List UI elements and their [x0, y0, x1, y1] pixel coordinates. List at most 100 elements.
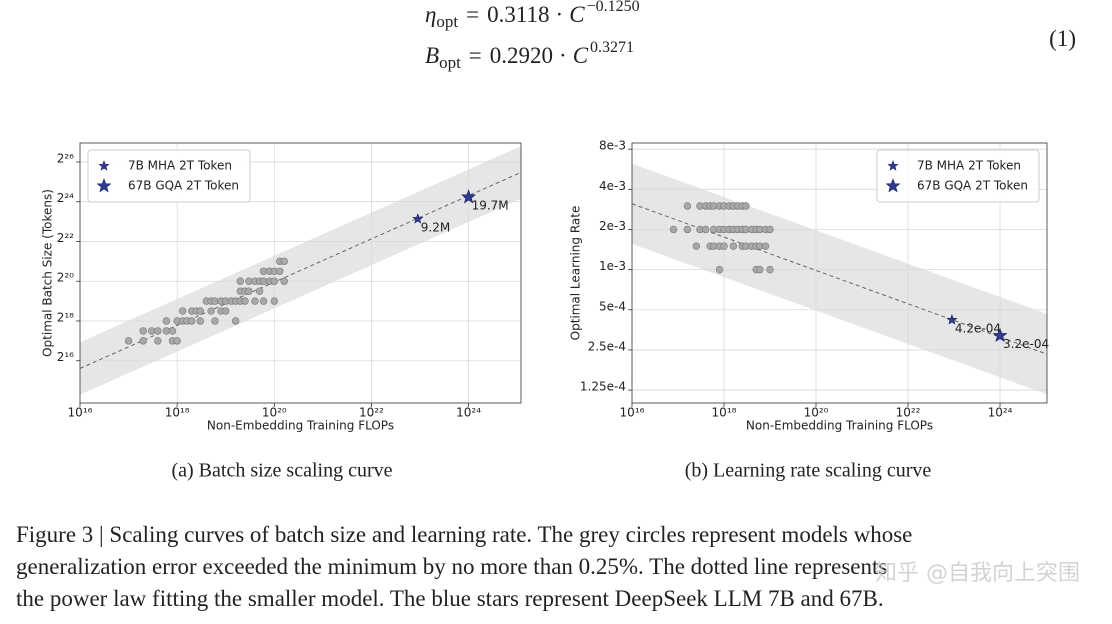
circle-marker: [196, 317, 205, 325]
watermark: 知乎 @自我向上突围: [875, 561, 1080, 586]
legend-box: [87, 149, 251, 203]
equation-part: −0.1250: [587, 0, 640, 15]
circle-marker: [701, 225, 710, 234]
circle-marker: [211, 317, 219, 325]
circle-marker: [251, 297, 259, 305]
circle-marker: [756, 265, 764, 274]
equation-part: C: [573, 43, 589, 68]
y-tick-label: 2²⁶: [57, 151, 74, 165]
y-axis-label: Optimal Learning Rate: [569, 206, 583, 341]
x-tick-label: 10²²: [896, 406, 921, 420]
x-tick-label: 10¹⁶: [68, 406, 93, 420]
equation-part: 0.3271: [590, 39, 634, 56]
circle-marker: [715, 265, 724, 274]
circle-marker: [188, 317, 196, 325]
circle-marker: [270, 297, 278, 305]
circle-marker: [236, 277, 245, 285]
circle-marker: [742, 202, 750, 210]
circle-marker: [255, 287, 264, 295]
circle-marker: [761, 242, 770, 250]
circle-marker: [207, 307, 215, 315]
circle-marker: [683, 202, 692, 210]
legend-box: [876, 149, 1040, 203]
circle-marker: [139, 327, 147, 335]
y-tick-label: 2²²: [57, 231, 74, 245]
circle-marker: [222, 307, 230, 315]
value-label: 19.7M: [472, 199, 509, 213]
y-tick-label: 2.5e-4: [588, 339, 626, 353]
circle-marker: [729, 242, 738, 250]
equation-part: ·: [559, 43, 567, 68]
circle-marker: [139, 337, 147, 345]
subfigure-caption: (b) Learning rate scaling curve: [685, 460, 932, 482]
equation-number: (1): [1049, 26, 1076, 51]
circle-marker: [280, 277, 288, 285]
equation: ηopt = 0.3118 · C −0.1250: [425, 0, 640, 31]
equation-part: =: [466, 2, 479, 27]
circle-marker: [178, 307, 187, 315]
circle-marker: [162, 317, 171, 325]
star-marker: [412, 213, 424, 224]
x-axis-label: Non-Embedding Training FLOPs: [746, 419, 933, 433]
equation-part: 0.3118: [487, 2, 549, 27]
circle-marker: [766, 265, 774, 274]
y-tick-label: 1e-3: [599, 259, 626, 273]
fit-line: [80, 171, 521, 369]
legend-label: 7B MHA 2T Token: [128, 159, 232, 173]
star-marker: [992, 327, 1008, 342]
circle-marker: [196, 307, 205, 315]
equation-part: 0.2920: [490, 43, 553, 68]
legend-marker: [885, 178, 901, 193]
figure-caption-line: Figure 3 | Scaling curves of batch size …: [16, 522, 912, 547]
star-marker: [946, 314, 958, 325]
circle-marker: [270, 277, 278, 285]
circle-marker: [692, 242, 701, 250]
circle-marker: [154, 337, 162, 345]
figure-caption-line: the power law fitting the smaller model.…: [16, 586, 884, 611]
legend-label: 67B GQA 2T Token: [917, 179, 1028, 193]
y-tick-label: 8e-3: [599, 139, 626, 153]
circle-marker: [245, 287, 253, 295]
y-tick-label: 4e-3: [599, 179, 626, 193]
y-tick-label: 2²⁴: [57, 191, 74, 205]
y-tick-label: 2¹⁸: [57, 310, 74, 324]
circle-marker: [669, 225, 678, 234]
circle-marker: [276, 267, 284, 275]
legend-marker: [96, 178, 112, 193]
y-tick-label: 2²⁰: [57, 271, 74, 285]
legend-marker: [887, 160, 899, 171]
y-tick-label: 1.25e-4: [580, 380, 626, 394]
circle-marker: [683, 225, 692, 234]
legend-label: 67B GQA 2T Token: [128, 179, 239, 193]
y-tick-label: 2e-3: [599, 219, 626, 233]
circle-marker: [124, 337, 133, 345]
equation-part: ·: [556, 2, 564, 27]
circle-marker: [766, 225, 774, 234]
circle-marker: [231, 317, 240, 325]
legend-marker: [98, 160, 110, 171]
x-tick-label: 10²²: [359, 406, 384, 420]
x-tick-label: 10¹⁸: [165, 406, 190, 420]
equation: Bopt = 0.2920 · C 0.3271: [425, 39, 634, 72]
value-label: 9.2M: [421, 220, 450, 234]
x-axis-label: Non-Embedding Training FLOPs: [207, 419, 394, 433]
circle-marker: [154, 327, 162, 335]
subfigure-caption: (a) Batch size scaling curve: [171, 460, 392, 482]
x-tick-label: 10¹⁶: [620, 406, 645, 420]
figure-caption-line: generalization error exceeded the minimu…: [16, 554, 887, 579]
y-tick-label: 5e-4: [599, 299, 626, 313]
equation-part: opt: [439, 53, 461, 72]
value-label: 4.2e-04: [955, 321, 1001, 335]
plot-area: [632, 143, 1047, 403]
x-tick-label: 10²⁴: [456, 406, 481, 420]
x-tick-label: 10²⁰: [804, 406, 829, 420]
equation-part: B: [425, 43, 439, 68]
plot-frame: [79, 142, 522, 404]
equation-part: η: [425, 2, 436, 27]
legend-label: 7B MHA 2T Token: [917, 159, 1021, 173]
y-tick-label: 2¹⁶: [57, 350, 74, 364]
circle-marker: [173, 337, 181, 345]
equation-part: C: [569, 2, 585, 27]
